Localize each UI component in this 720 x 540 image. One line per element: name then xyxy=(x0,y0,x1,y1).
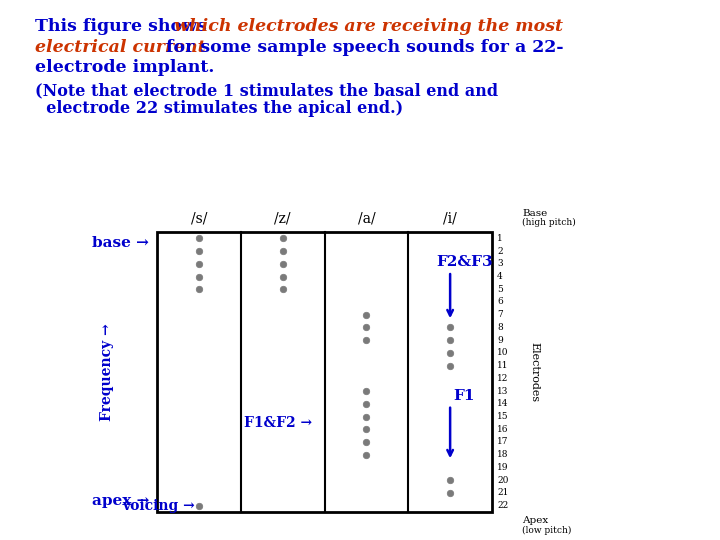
Text: 1: 1 xyxy=(497,234,503,243)
Text: F2&F3: F2&F3 xyxy=(436,255,492,269)
Point xyxy=(277,285,289,294)
Text: (low pitch): (low pitch) xyxy=(522,526,572,535)
Text: F1: F1 xyxy=(454,389,475,403)
Text: 17: 17 xyxy=(497,437,508,447)
Text: 20: 20 xyxy=(497,476,508,485)
Text: 12: 12 xyxy=(497,374,508,383)
Point xyxy=(193,272,204,281)
Bar xyxy=(157,232,492,512)
Point xyxy=(361,323,372,332)
Text: /z/: /z/ xyxy=(274,212,291,226)
Point xyxy=(193,247,204,255)
Point xyxy=(444,349,456,357)
Text: 11: 11 xyxy=(497,361,508,370)
Text: 9: 9 xyxy=(497,336,503,345)
Point xyxy=(277,234,289,242)
Text: Base: Base xyxy=(522,209,547,218)
Point xyxy=(193,234,204,242)
Text: 15: 15 xyxy=(497,412,508,421)
Point xyxy=(193,260,204,268)
Text: for some sample speech sounds for a 22-: for some sample speech sounds for a 22- xyxy=(160,39,564,56)
Text: Electrodes: Electrodes xyxy=(529,342,539,402)
Text: (high pitch): (high pitch) xyxy=(522,218,576,227)
Text: 18: 18 xyxy=(497,450,508,459)
Text: /s/: /s/ xyxy=(191,212,207,226)
Point xyxy=(361,336,372,345)
Text: voicing →: voicing → xyxy=(122,498,194,512)
Text: /a/: /a/ xyxy=(358,212,375,226)
Text: 19: 19 xyxy=(497,463,508,472)
Text: 8: 8 xyxy=(497,323,503,332)
Text: electrical current: electrical current xyxy=(35,39,206,56)
Text: 14: 14 xyxy=(497,399,508,408)
Text: This figure shows: This figure shows xyxy=(35,18,213,35)
Point xyxy=(277,272,289,281)
Point xyxy=(193,501,204,510)
Text: 10: 10 xyxy=(497,348,508,357)
Text: base →: base → xyxy=(92,236,149,250)
Text: 7: 7 xyxy=(497,310,503,319)
Point xyxy=(277,247,289,255)
Text: /i/: /i/ xyxy=(444,212,457,226)
Text: electrode 22 stimulates the apical end.): electrode 22 stimulates the apical end.) xyxy=(35,100,403,117)
Text: 5: 5 xyxy=(497,285,503,294)
Text: 4: 4 xyxy=(497,272,503,281)
Text: 13: 13 xyxy=(497,387,508,396)
Point xyxy=(361,438,372,447)
Point xyxy=(444,361,456,370)
Text: F1&F2 →: F1&F2 → xyxy=(244,416,312,430)
Text: 2: 2 xyxy=(497,247,503,255)
Point xyxy=(361,425,372,434)
Point xyxy=(361,387,372,395)
Text: Frequency →: Frequency → xyxy=(100,323,114,421)
Text: 21: 21 xyxy=(497,488,508,497)
Text: apex →: apex → xyxy=(91,494,149,508)
Point xyxy=(361,400,372,408)
Text: 6: 6 xyxy=(497,298,503,307)
Point xyxy=(361,310,372,319)
Point xyxy=(444,476,456,484)
Text: which electrodes are receiving the most: which electrodes are receiving the most xyxy=(174,18,563,35)
Text: electrode implant.: electrode implant. xyxy=(35,59,215,76)
Text: 22: 22 xyxy=(497,501,508,510)
Text: Apex: Apex xyxy=(522,516,548,525)
Text: 16: 16 xyxy=(497,425,508,434)
Point xyxy=(193,285,204,294)
Point xyxy=(444,489,456,497)
Text: 3: 3 xyxy=(497,259,503,268)
Point xyxy=(361,450,372,459)
Point xyxy=(444,336,456,345)
Point xyxy=(277,260,289,268)
Text: (Note that electrode 1 stimulates the basal end and: (Note that electrode 1 stimulates the ba… xyxy=(35,82,498,99)
Point xyxy=(444,323,456,332)
Point xyxy=(361,412,372,421)
